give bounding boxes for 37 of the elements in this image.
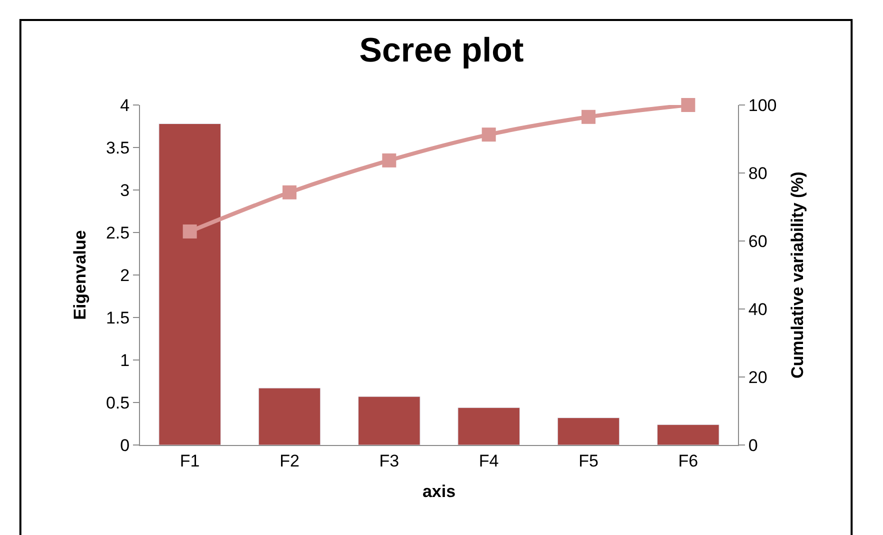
point xyxy=(482,128,496,142)
point xyxy=(582,110,596,124)
x-tick-label: F4 xyxy=(478,451,499,470)
x-tick-label: F6 xyxy=(678,451,698,470)
y2-tick-label: 60 xyxy=(748,232,768,251)
y-tick-label: 0 xyxy=(120,436,130,455)
bar xyxy=(358,396,420,445)
bar xyxy=(158,123,221,445)
y-tick-label: 1 xyxy=(120,350,130,370)
y2-tick-label: 0 xyxy=(748,436,758,455)
chart-title: Scree plot xyxy=(359,31,524,70)
bar xyxy=(258,388,321,445)
y2-tick-label: 80 xyxy=(748,164,768,183)
bar xyxy=(458,407,520,445)
bar xyxy=(657,424,720,445)
x-tick-label: F1 xyxy=(180,451,200,470)
y2-tick-label: 20 xyxy=(748,368,768,387)
y-tick-label: 2 xyxy=(120,266,130,285)
x-tick-label: F3 xyxy=(379,451,400,470)
y-tick-label: 4 xyxy=(120,96,130,115)
y2-tick-label: 40 xyxy=(748,300,768,319)
y2-axis-title: Cumulative variability (%) xyxy=(788,172,808,378)
bar xyxy=(557,418,620,445)
y-tick-label: 1.5 xyxy=(106,308,130,328)
y-axis-title: Eigenvalue xyxy=(70,230,90,320)
y-tick-label: 2.5 xyxy=(106,223,130,242)
point xyxy=(681,98,696,112)
y-tick-label: 3 xyxy=(120,180,130,200)
x-tick-label: F2 xyxy=(280,451,300,470)
y-tick-label: 0.5 xyxy=(106,393,130,412)
y2-tick-label: 100 xyxy=(748,96,777,115)
point xyxy=(182,224,197,238)
point xyxy=(382,153,396,168)
y-tick-label: 3.5 xyxy=(106,138,130,158)
x-axis-title: axis xyxy=(422,482,456,501)
x-tick-label: F5 xyxy=(578,451,598,470)
point xyxy=(282,185,296,200)
